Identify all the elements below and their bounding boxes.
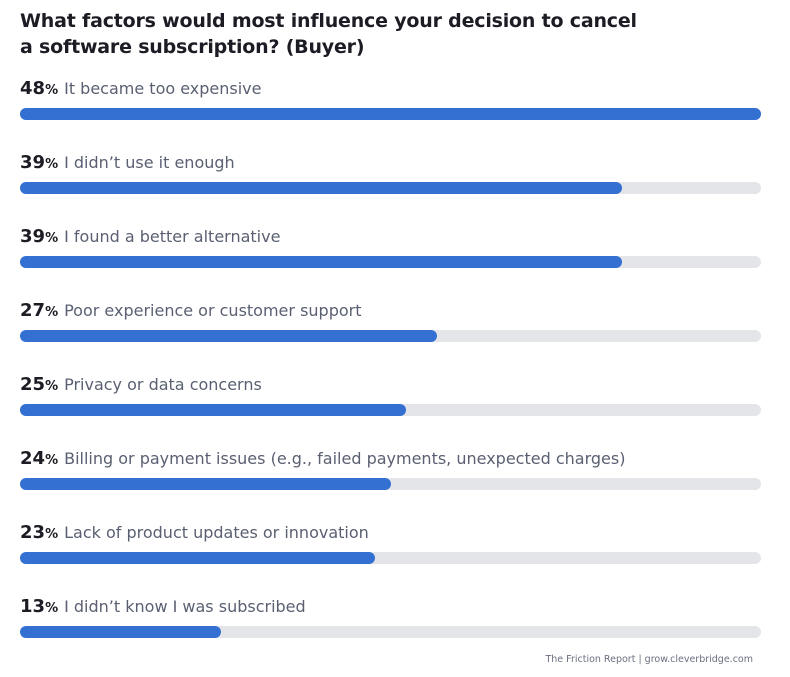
bar-label: 48% It became too expensive bbox=[20, 78, 262, 102]
bar bbox=[20, 330, 437, 342]
bar bbox=[20, 552, 376, 564]
category-label: Privacy or data concerns bbox=[64, 375, 262, 394]
bar-row: 24% Billing or payment issues (e.g., fail… bbox=[20, 448, 761, 498]
bar-track bbox=[20, 330, 761, 342]
value-label: 48% bbox=[20, 78, 59, 99]
bar-track bbox=[20, 182, 761, 194]
value-label: 39% bbox=[20, 226, 59, 247]
bar bbox=[20, 256, 623, 268]
category-label: Billing or payment issues (e.g., failed … bbox=[64, 449, 626, 468]
value-label: 23% bbox=[20, 522, 59, 543]
bar-label: 13% I didn’t know I was subscribed bbox=[20, 596, 306, 620]
bar-row: 27% Poor experience or customer support bbox=[20, 300, 761, 350]
bar-row: 39% I didn’t use it enough bbox=[20, 152, 761, 202]
bar-row: 13% I didn’t know I was subscribed bbox=[20, 596, 761, 646]
bar-label: 23% Lack of product updates or innovation bbox=[20, 522, 369, 546]
bar bbox=[20, 626, 221, 638]
bar-label: 24% Billing or payment issues (e.g., fail… bbox=[20, 448, 625, 472]
bar-track bbox=[20, 108, 761, 120]
bar-track bbox=[20, 626, 761, 638]
value-label: 27% bbox=[20, 300, 59, 321]
category-label: Lack of product updates or innovation bbox=[64, 523, 369, 542]
bar-track bbox=[20, 404, 761, 416]
category-label: I found a better alternative bbox=[64, 227, 281, 246]
bar bbox=[20, 478, 391, 490]
bar-row: 23% Lack of product updates or innovation bbox=[20, 522, 761, 572]
bar bbox=[20, 108, 761, 120]
bar-label: 39% I didn’t use it enough bbox=[20, 152, 235, 176]
bar bbox=[20, 404, 406, 416]
bar-label: 39% I found a better alternative bbox=[20, 226, 280, 250]
value-label: 13% bbox=[20, 596, 59, 617]
bar-row: 48% It became too expensive bbox=[20, 78, 761, 128]
value-label: 39% bbox=[20, 152, 59, 173]
value-label: 24% bbox=[20, 448, 59, 469]
bar-row: 25% Privacy or data concerns bbox=[20, 374, 761, 424]
bar-label: 25% Privacy or data concerns bbox=[20, 374, 262, 398]
chart-title: What factors would most influence your d… bbox=[20, 10, 637, 58]
bar-label: 27% Poor experience or customer support bbox=[20, 300, 362, 324]
bar-track bbox=[20, 552, 761, 564]
category-label: I didn’t know I was subscribed bbox=[64, 597, 306, 616]
bar-track bbox=[20, 256, 761, 268]
bar-row: 39% I found a better alternative bbox=[20, 226, 761, 276]
bar-track bbox=[20, 478, 761, 490]
category-label: It became too expensive bbox=[64, 79, 262, 98]
category-label: I didn’t use it enough bbox=[64, 153, 235, 172]
value-label: 25% bbox=[20, 374, 59, 395]
bar bbox=[20, 182, 623, 194]
category-label: Poor experience or customer support bbox=[64, 301, 362, 320]
footer-source: The Friction Report | grow.cleverbridge.… bbox=[545, 654, 753, 665]
